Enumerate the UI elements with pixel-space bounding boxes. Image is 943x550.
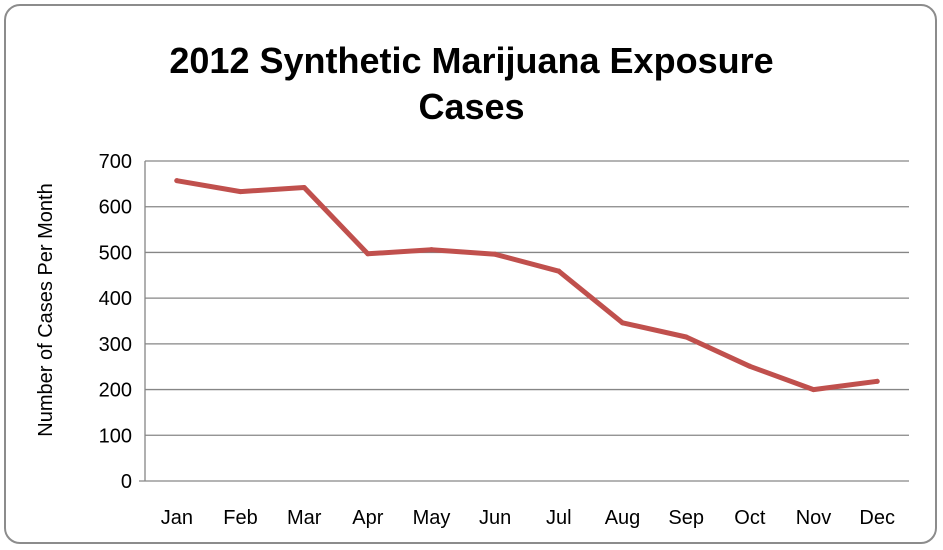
x-tick-label-may: May <box>413 507 451 529</box>
x-tick-labels: Jan Feb Mar Apr May Jun Jul Aug Sep Oct Nov Dec <box>161 507 895 529</box>
data-point-oct <box>747 363 753 369</box>
data-point-jun <box>492 251 498 257</box>
chart-title: 2012 Synthetic Marijuana Exposure Cases <box>0 38 943 130</box>
data-point-dec <box>874 378 880 384</box>
series <box>174 178 880 393</box>
x-tick-label-aug: Aug <box>605 507 641 529</box>
data-point-jul <box>556 268 562 274</box>
data-point-jan <box>174 178 180 184</box>
y-tick-label: 400 <box>99 288 132 310</box>
data-point-may <box>429 247 434 253</box>
x-tick-label-oct: Oct <box>734 507 766 529</box>
y-tick-label: 700 <box>99 151 132 173</box>
x-tick-label-dec: Dec <box>859 507 895 529</box>
y-tick-label: 500 <box>99 242 132 264</box>
x-tick-label-jan: Jan <box>161 507 193 529</box>
y-tick-label: 600 <box>99 197 132 219</box>
y-tick-label: 0 <box>121 471 132 493</box>
y-tick-label: 300 <box>99 334 132 356</box>
data-point-apr <box>365 251 371 257</box>
data-point-feb <box>238 189 243 195</box>
series-line-0 <box>174 178 880 393</box>
data-point-mar <box>301 185 307 191</box>
chart-title-line-1: 2012 Synthetic Marijuana Exposure <box>169 40 774 81</box>
data-point-sep <box>683 334 689 340</box>
x-tick-label-apr: Apr <box>352 507 383 529</box>
data-point-nov <box>811 387 816 393</box>
chart-title-line-2: Cases <box>418 86 525 127</box>
data-point-aug <box>620 320 625 326</box>
chart-frame <box>4 4 937 544</box>
x-tick-label-sep: Sep <box>668 507 704 529</box>
y-axis-title: Number of Cases Per Month <box>35 183 57 436</box>
y-tick-label: 200 <box>99 380 132 402</box>
x-tick-label-jul: Jul <box>546 507 572 529</box>
x-tick-label-jun: Jun <box>479 507 511 529</box>
gridlines <box>145 160 909 436</box>
y-tick-label: 100 <box>99 425 132 447</box>
y-tick-labels: 0 100 200 300 400 500 600 700 <box>99 151 132 493</box>
x-tick-label-mar: Mar <box>287 507 322 529</box>
x-tick-label-feb: Feb <box>223 507 257 529</box>
axes <box>139 161 909 482</box>
x-tick-label-nov: Nov <box>796 507 832 529</box>
